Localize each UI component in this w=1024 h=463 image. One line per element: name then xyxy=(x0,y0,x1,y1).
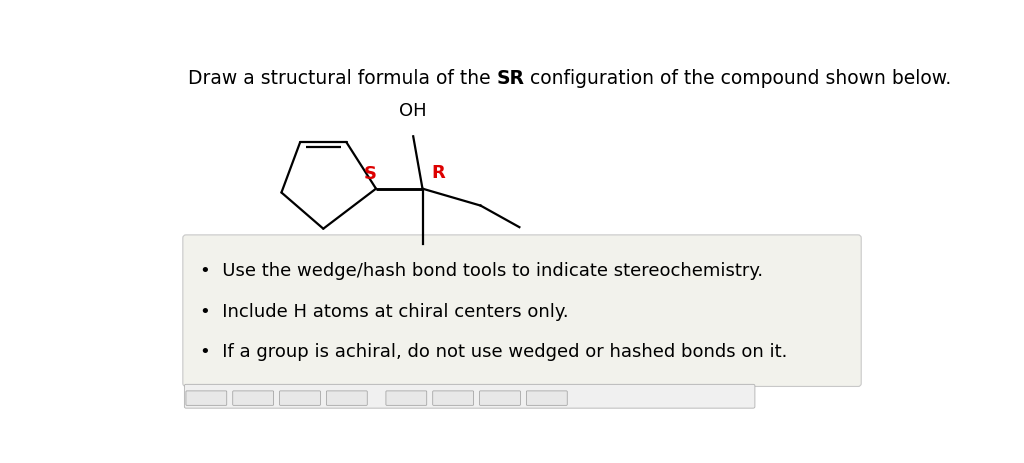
FancyBboxPatch shape xyxy=(526,391,567,406)
Text: •  Include H atoms at chiral centers only.: • Include H atoms at chiral centers only… xyxy=(200,302,568,320)
FancyBboxPatch shape xyxy=(479,391,520,406)
FancyBboxPatch shape xyxy=(232,391,273,406)
Text: •  If a group is achiral, do not use wedged or hashed bonds on it.: • If a group is achiral, do not use wedg… xyxy=(200,343,787,361)
FancyBboxPatch shape xyxy=(327,391,368,406)
FancyBboxPatch shape xyxy=(280,391,321,406)
FancyBboxPatch shape xyxy=(433,391,473,406)
Text: S: S xyxy=(364,165,376,183)
Text: OH: OH xyxy=(399,102,427,120)
FancyBboxPatch shape xyxy=(186,391,226,406)
Text: SR: SR xyxy=(497,69,524,88)
FancyBboxPatch shape xyxy=(184,384,755,408)
Text: Draw a structural formula of the: Draw a structural formula of the xyxy=(187,69,497,88)
Text: R: R xyxy=(431,163,444,181)
FancyBboxPatch shape xyxy=(183,235,861,387)
Text: configuration of the compound shown below.: configuration of the compound shown belo… xyxy=(524,69,951,88)
FancyBboxPatch shape xyxy=(386,391,427,406)
Text: •  Use the wedge/hash bond tools to indicate stereochemistry.: • Use the wedge/hash bond tools to indic… xyxy=(200,262,763,279)
